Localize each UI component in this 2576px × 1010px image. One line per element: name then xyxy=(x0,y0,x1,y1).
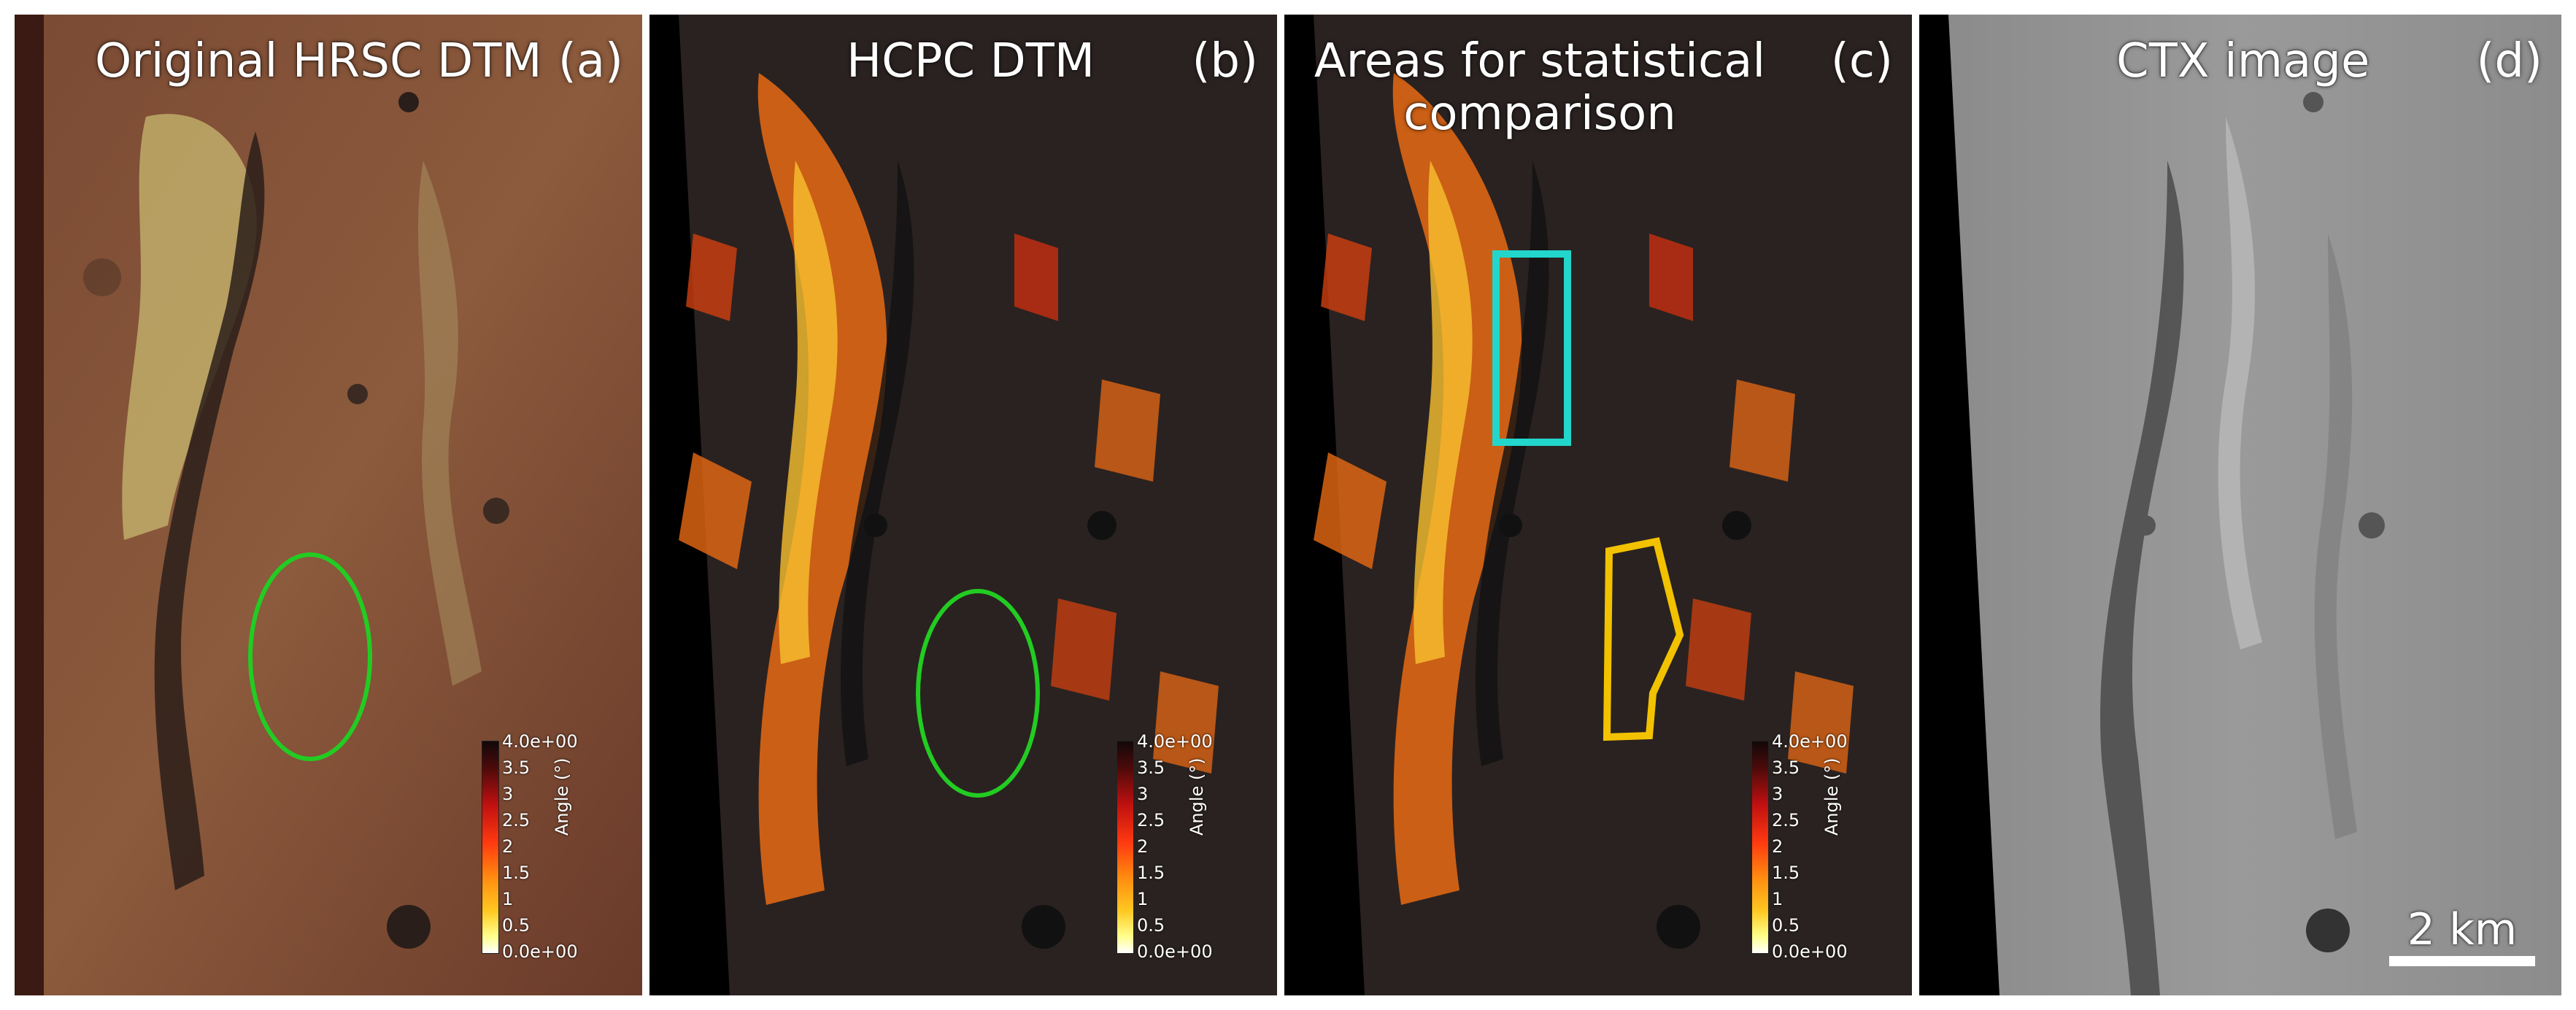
colorbar-tick: 3 xyxy=(1137,784,1149,804)
panel-a: Original HRSC DTM (a) 4.0e+00 3.5 3 2.5 … xyxy=(15,15,642,995)
colorbar-tick: 1.5 xyxy=(1772,863,1800,883)
colorbar-tick: 1 xyxy=(502,889,514,909)
panel-c-title: Areas for statistical comparison xyxy=(1314,34,1766,141)
colorbar-tick: 3 xyxy=(502,784,514,804)
panel-a-slope-map xyxy=(15,15,642,995)
colorbar-tick: 1 xyxy=(1137,889,1149,909)
colorbar-tick: 0.0e+00 xyxy=(1137,941,1213,962)
panel-d: CTX image (d) 2 km xyxy=(1919,15,2561,995)
panel-d-label: (d) xyxy=(2476,34,2542,88)
colorbar-tick: 2.5 xyxy=(1137,810,1165,830)
colorbar-tick: 2.5 xyxy=(502,810,531,830)
colorbar-tick: 0.0e+00 xyxy=(1772,941,1848,962)
colorbar-tick: 0.5 xyxy=(1137,915,1165,936)
panel-c-colorbar: 4.0e+00 3.5 3 2.5 2 1.5 1 0.5 0.0e+00 An… xyxy=(1751,726,1861,967)
panel-c: Areas for statistical comparison (c) 4.0… xyxy=(1284,15,1912,995)
colorbar-tick: 4.0e+00 xyxy=(1137,731,1213,752)
colorbar-tick: 2 xyxy=(1137,836,1149,857)
panel-a-colorbar: 4.0e+00 3.5 3 2.5 2 1.5 1 0.5 0.0e+00 An… xyxy=(482,726,591,967)
panel-c-comparison-rectangle xyxy=(1492,250,1571,446)
panel-b-slope-map xyxy=(649,15,1277,995)
colorbar-tick: 1.5 xyxy=(1137,863,1165,883)
colorbar-tick: 4.0e+00 xyxy=(1772,731,1848,752)
colorbar-tick: 3.5 xyxy=(1137,758,1165,778)
panel-d-ctx-image xyxy=(1919,15,2561,995)
panel-c-comparison-polygon xyxy=(1603,537,1684,741)
panel-a-title: Original HRSC DTM xyxy=(95,34,542,88)
colorbar-tick: 3 xyxy=(1772,784,1783,804)
panel-c-label: (c) xyxy=(1830,34,1893,88)
colorbar-ramp xyxy=(1751,741,1769,954)
panel-a-label: (a) xyxy=(558,34,623,88)
colorbar-tick: 2 xyxy=(1772,836,1783,857)
colorbar-title: Angle (°) xyxy=(552,758,572,836)
colorbar-tick: 0.5 xyxy=(502,915,531,936)
colorbar-tick: 2 xyxy=(502,836,514,857)
colorbar-ramp xyxy=(482,741,499,954)
colorbar-title: Angle (°) xyxy=(1187,758,1207,836)
scale-bar: 2 km xyxy=(2389,908,2535,966)
panel-b-colorbar: 4.0e+00 3.5 3 2.5 2 1.5 1 0.5 0.0e+00 An… xyxy=(1117,726,1226,967)
colorbar-tick: 0.5 xyxy=(1772,915,1800,936)
colorbar-title: Angle (°) xyxy=(1821,758,1842,836)
colorbar-tick: 1 xyxy=(1772,889,1783,909)
panel-b-ellipse xyxy=(916,589,1040,798)
colorbar-tick: 0.0e+00 xyxy=(502,941,578,962)
panel-b-label: (b) xyxy=(1192,34,1258,88)
panel-b-title: HCPC DTM xyxy=(847,34,1095,88)
colorbar-tick: 4.0e+00 xyxy=(502,731,578,752)
colorbar-tick: 3.5 xyxy=(1772,758,1800,778)
scale-bar-label: 2 km xyxy=(2407,904,2518,955)
panel-b: HCPC DTM (b) 4.0e+00 3.5 3 2.5 2 1.5 1 0… xyxy=(649,15,1277,995)
colorbar-tick: 1.5 xyxy=(502,863,531,883)
colorbar-tick: 2.5 xyxy=(1772,810,1800,830)
colorbar-tick: 3.5 xyxy=(502,758,531,778)
panel-a-ellipse xyxy=(248,552,372,761)
colorbar-ramp xyxy=(1117,741,1134,954)
panel-c-slope-map xyxy=(1284,15,1912,995)
scale-bar-line xyxy=(2389,956,2535,966)
panel-d-title: CTX image xyxy=(2116,34,2370,88)
